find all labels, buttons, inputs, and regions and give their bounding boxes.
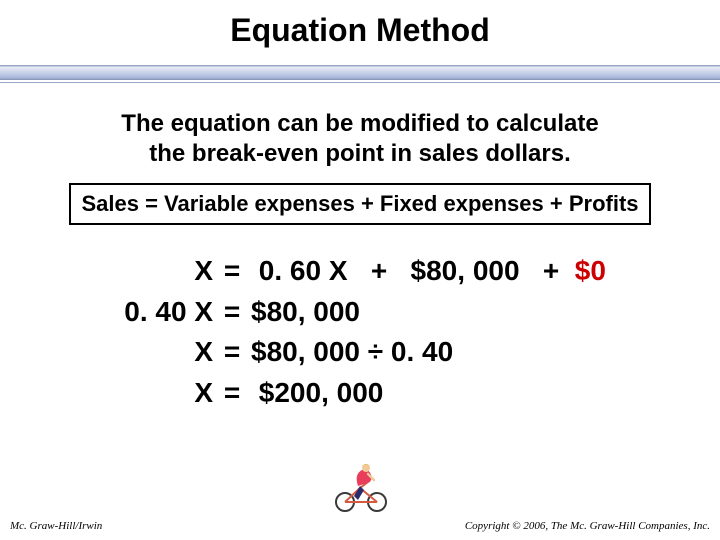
equation-row: X = $80, 000 ÷ 0. 40 [118, 332, 720, 373]
footer-right: Copyright © 2006, The Mc. Graw-Hill Comp… [465, 520, 710, 532]
equation-list: X = 0. 60 X + $80, 000 + $0 0. 40 X = $8… [118, 251, 720, 413]
slide: Equation Method The equation can be modi… [0, 0, 720, 540]
equation-row: X = 0. 60 X + $80, 000 + $0 [118, 251, 720, 292]
equation-equals: = [221, 373, 243, 414]
footer-left: Mc. Graw-Hill/Irwin [10, 520, 102, 532]
equation-left: X [118, 373, 221, 414]
equation-equals: = [221, 292, 243, 333]
equation-right: $200, 000 [243, 373, 383, 414]
cyclist-icon [330, 460, 392, 512]
equation-equals: = [221, 332, 243, 373]
lead-text: The equation can be modified to calculat… [0, 109, 720, 169]
equation-left: X [118, 332, 221, 373]
lead-line-2: the break-even point in sales dollars. [149, 140, 570, 167]
horizontal-rule [0, 65, 720, 83]
equation-row: 0. 40 X = $80, 000 [118, 292, 720, 333]
page-title: Equation Method [0, 12, 720, 49]
equation-right: $80, 000 [243, 292, 360, 333]
equation-equals: = [221, 251, 243, 292]
lead-line-1: The equation can be modified to calculat… [121, 110, 598, 137]
equation-left: X [118, 251, 221, 292]
equation-left: 0. 40 X [118, 292, 221, 333]
equation-row: X = $200, 000 [118, 373, 720, 414]
equation-right: 0. 60 X + $80, 000 + $0 [243, 251, 606, 292]
profit-zero: $0 [575, 255, 606, 286]
title-area: Equation Method [0, 0, 720, 57]
equation-right: $80, 000 ÷ 0. 40 [243, 332, 453, 373]
formula-text: Sales = Variable expenses + Fixed expens… [81, 191, 638, 216]
formula-box: Sales = Variable expenses + Fixed expens… [69, 183, 650, 225]
